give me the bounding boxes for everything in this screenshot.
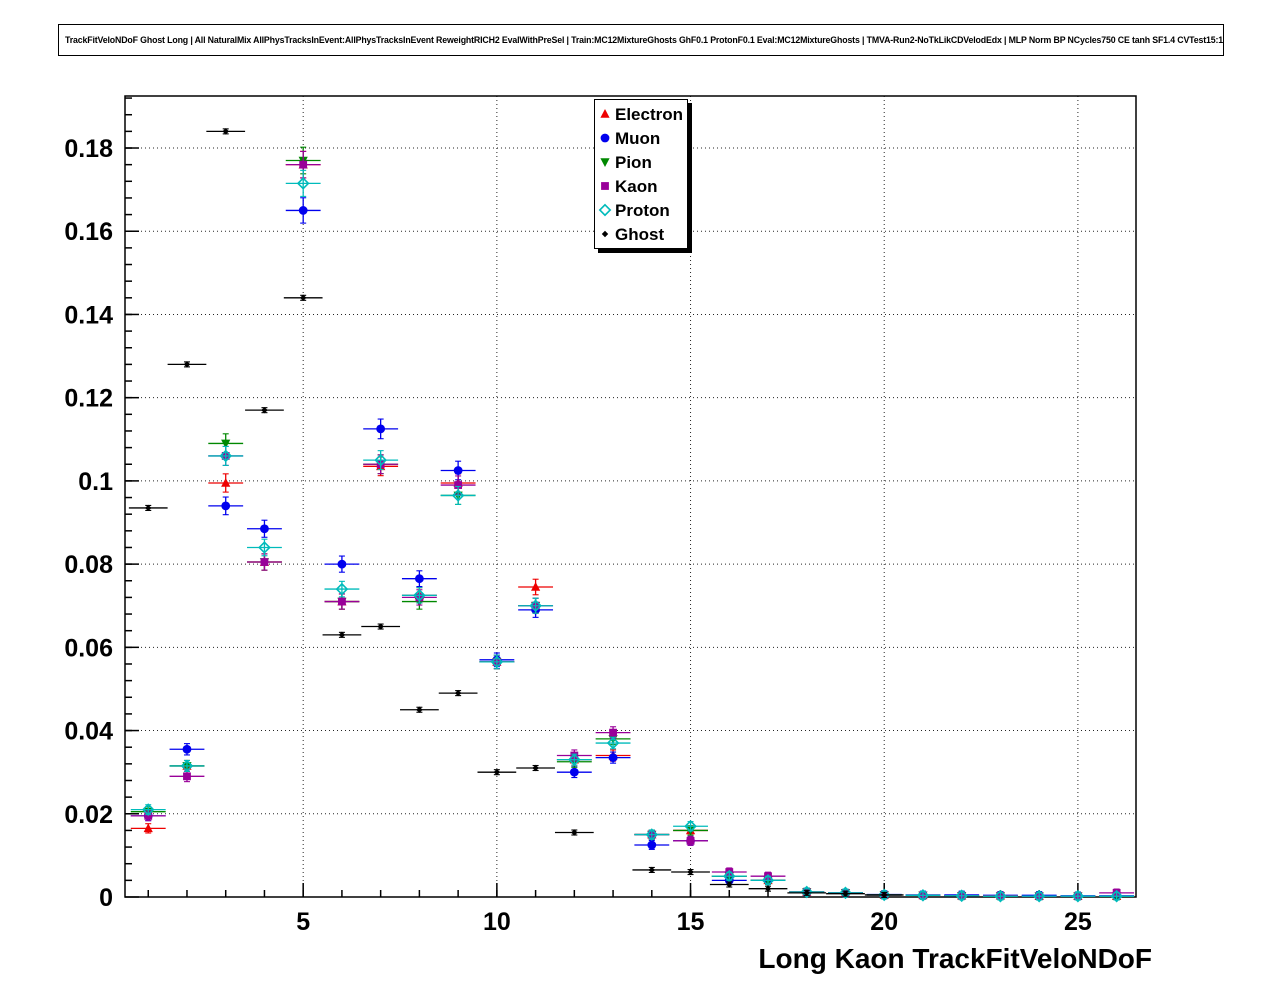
axis-ticks	[125, 97, 1118, 898]
y-tick-label: 0.08	[64, 551, 113, 579]
legend-label: Ghost	[615, 224, 665, 244]
kaon-marker-icon	[601, 182, 609, 190]
plot-frame	[124, 95, 1137, 898]
series-electron	[130, 150, 1135, 901]
y-tick-label: 0.18	[64, 135, 113, 163]
x-tick-label: 15	[677, 908, 705, 936]
series-kaon	[130, 150, 1135, 901]
x-tick-label: 5	[296, 908, 310, 936]
x-tick-label: 10	[483, 908, 511, 936]
y-tick-label: 0.06	[64, 634, 113, 662]
series-ghost	[128, 128, 904, 899]
series-proton	[130, 169, 1135, 903]
legend-entry-ghost: Ghost	[595, 222, 687, 246]
legend-entry-electron: Electron	[595, 102, 687, 126]
x-tick-label: 25	[1064, 908, 1092, 936]
y-tick-label: 0.04	[64, 718, 113, 746]
legend-entry-kaon: Kaon	[595, 174, 687, 198]
pion-marker-icon	[600, 158, 610, 167]
x-tick-label: 20	[870, 908, 898, 936]
series-pion	[130, 146, 1135, 902]
ghost-marker-icon	[601, 230, 609, 238]
legend-label: Muon	[615, 128, 661, 148]
legend-label: Pion	[615, 152, 652, 172]
legend-label: Electron	[615, 104, 684, 124]
legend-entry-muon: Muon	[595, 126, 687, 150]
plot-title: TrackFitVeloNDoF Ghost Long | All Natura…	[58, 24, 1224, 56]
y-tick-label: 0	[99, 884, 113, 912]
legend-box: Electron Muon Pion Kaon Proton Ghost	[594, 99, 688, 249]
y-tick-label: 0.12	[64, 385, 113, 413]
y-tick-label: 0.1	[78, 468, 113, 496]
legend-label: Kaon	[615, 176, 658, 196]
grid-lines	[125, 96, 1136, 897]
legend-entry-pion: Pion	[595, 150, 687, 174]
proton-marker-icon	[598, 203, 612, 217]
y-tick-label: 0.02	[64, 801, 113, 829]
electron-marker-icon	[600, 109, 610, 118]
legend-label: Proton	[615, 200, 670, 220]
y-tick-label: 0.14	[64, 301, 113, 329]
axis-tick-labels: 0 0.02 0.04 0.06 0.08 0.1 0.12 0.14 0.16 0.18 5 10 1…	[64, 135, 1092, 936]
x-axis-title: Long Kaon TrackFitVeloNDoF	[758, 943, 1152, 974]
y-tick-label: 0.16	[64, 218, 113, 246]
series-muon	[130, 197, 1135, 901]
muon-marker-icon	[600, 133, 610, 143]
legend-entry-proton: Proton	[595, 198, 687, 222]
